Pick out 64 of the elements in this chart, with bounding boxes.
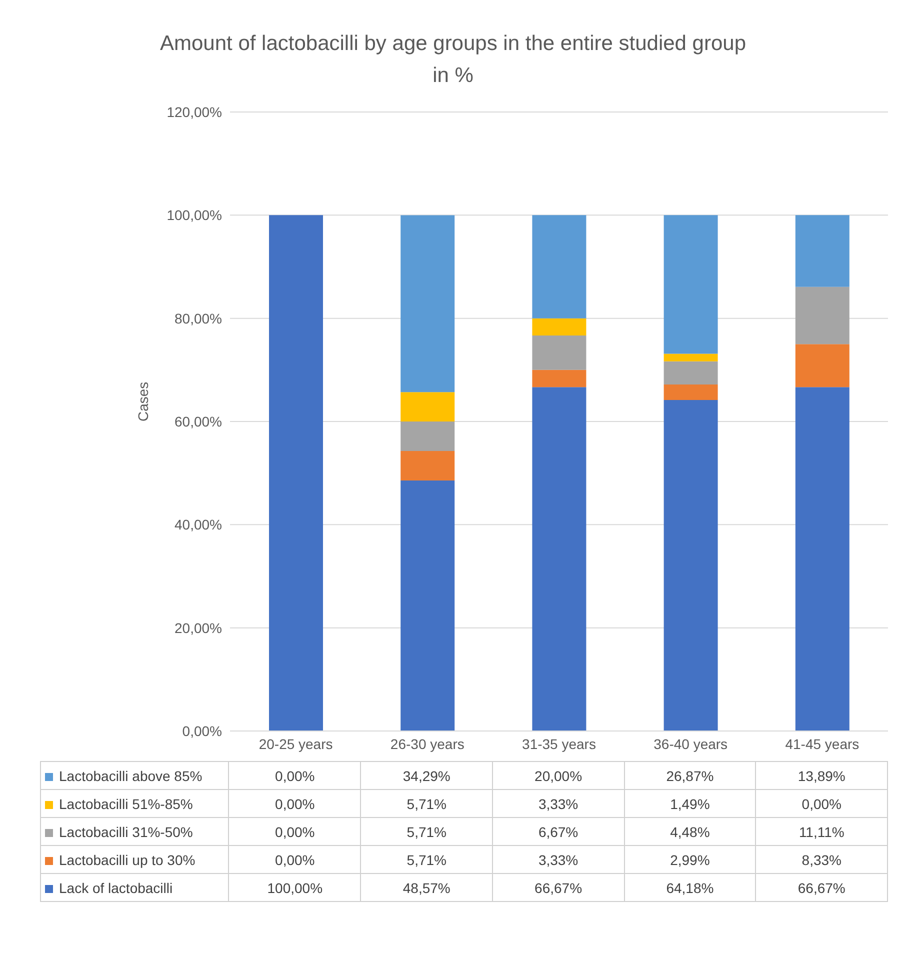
data-label: 1,49% xyxy=(624,790,756,818)
data-label: 20,00% xyxy=(492,762,624,790)
legend-label: Lactobacilli 51%-85% xyxy=(40,790,229,818)
data-label: 100,00% xyxy=(228,874,361,902)
data-label: 0,00% xyxy=(228,846,361,874)
data-label: 0,00% xyxy=(228,818,361,846)
bar xyxy=(664,215,718,354)
bar xyxy=(795,387,850,731)
bar xyxy=(269,215,323,731)
data-label: 0,00% xyxy=(228,790,361,818)
bar xyxy=(400,480,455,731)
bar xyxy=(400,422,455,452)
data-label: 5,71% xyxy=(360,846,492,874)
y-axis-title: Cases xyxy=(134,382,151,422)
bar xyxy=(532,215,586,318)
data-label: 0,00% xyxy=(228,762,361,790)
legend-label: Lack of lactobacilli xyxy=(40,874,229,902)
data-label: 4,48% xyxy=(624,818,756,846)
data-label: 66,67% xyxy=(492,874,624,902)
data-label: 34,29% xyxy=(360,762,492,790)
chart-title: Amount of lactobacilli by age groups in the entire studied group in % xyxy=(158,31,748,89)
bar xyxy=(664,361,718,385)
bar xyxy=(400,451,455,480)
data-label: 48,57% xyxy=(360,874,492,902)
data-label: 66,67% xyxy=(756,874,888,902)
data-label: 8,33% xyxy=(756,846,888,874)
bar xyxy=(664,400,718,731)
data-label: 5,71% xyxy=(360,790,492,818)
y-tick-label: 120,00% xyxy=(166,104,222,120)
bar xyxy=(400,392,455,422)
legend-label: Lactobacilli 31%-50% xyxy=(40,818,229,846)
legend-label: Lactobacilli above 85% xyxy=(40,762,229,790)
data-label: 0,00% xyxy=(756,790,888,818)
bar xyxy=(532,318,586,336)
data-label: 3,33% xyxy=(492,790,624,818)
bar xyxy=(664,384,718,400)
y-tick-label: 100,00% xyxy=(166,207,222,224)
data-label: 3,33% xyxy=(492,846,624,874)
data-label: 64,18% xyxy=(624,874,756,902)
x-tick-label: 36-40 years xyxy=(654,736,728,752)
bar xyxy=(532,370,586,388)
data-label: 5,71% xyxy=(360,818,492,846)
y-tick-label: 0,00% xyxy=(182,722,222,739)
data-label: 11,11% xyxy=(756,818,888,846)
y-tick-label: 20,00% xyxy=(174,620,222,636)
bar xyxy=(795,344,850,388)
bar xyxy=(532,387,586,731)
data-label: 6,67% xyxy=(492,818,624,846)
x-tick-label: 20-25 years xyxy=(258,736,333,752)
bar xyxy=(795,286,850,344)
bar xyxy=(400,215,455,392)
bar xyxy=(795,215,850,287)
x-tick-label: 26-30 years xyxy=(390,736,464,752)
data-label: 2,99% xyxy=(624,846,756,874)
x-tick-label: 41-45 years xyxy=(785,736,860,752)
y-tick-label: 60,00% xyxy=(174,413,222,430)
data-label: 26,87% xyxy=(624,762,756,790)
y-tick-label: 80,00% xyxy=(174,310,222,326)
y-tick-label: 40,00% xyxy=(174,516,222,533)
legend-label: Lactobacilli up to 30% xyxy=(40,846,229,874)
data-label: 13,89% xyxy=(756,762,888,790)
x-tick-label: 31-35 years xyxy=(522,736,596,752)
bar xyxy=(664,354,718,362)
bar xyxy=(532,336,586,370)
